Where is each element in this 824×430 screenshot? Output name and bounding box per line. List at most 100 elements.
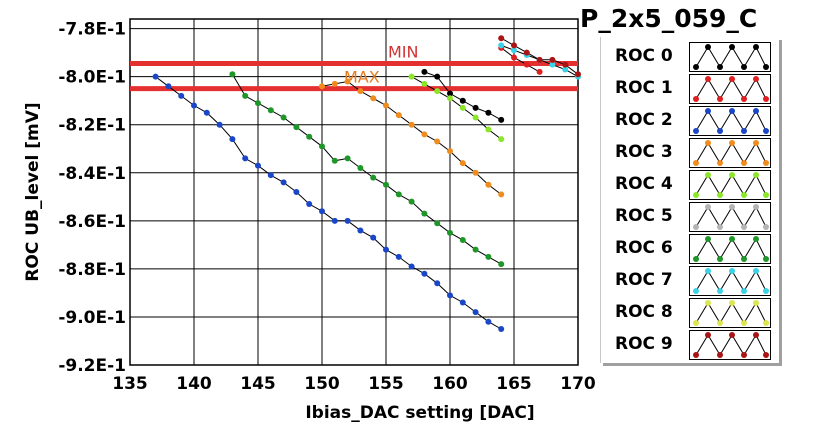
grid: [129, 19, 579, 366]
y-tick-label: -9.0E-1: [58, 308, 126, 328]
data-point: [536, 56, 543, 63]
reference-lines: MIN MAX: [130, 42, 578, 92]
legend-swatch-marker: [753, 108, 759, 114]
legend-swatch-marker: [693, 160, 699, 166]
data-point: [485, 126, 492, 133]
data-point: [331, 80, 338, 87]
legend-swatch-line: [695, 301, 767, 324]
data-point: [459, 299, 466, 306]
legend-label: ROC 4: [615, 174, 673, 194]
data-point: [319, 208, 325, 215]
legend-swatch-line: [695, 333, 767, 356]
data-point: [370, 234, 377, 241]
legend-swatch-marker: [741, 256, 747, 262]
x-tick-label: 135: [112, 374, 148, 394]
data-point: [549, 56, 556, 63]
data-point: [280, 179, 287, 186]
data-point: [498, 136, 505, 143]
legend-swatch-marker: [705, 140, 711, 146]
legend-swatch-marker: [693, 288, 699, 294]
data-point: [472, 104, 479, 111]
x-tick-label: 160: [432, 374, 468, 394]
legend-swatch-marker: [763, 160, 769, 166]
data-point: [472, 309, 479, 316]
series-roc-9: [498, 35, 581, 78]
data-point: [498, 35, 505, 42]
panel-title: P_2x5_059_C: [580, 4, 758, 33]
legend-swatch-marker: [741, 352, 747, 358]
data-point: [267, 107, 274, 114]
y-axis-ticks: -7.8E-1 -8.0E-1 -8.2E-1 -8.4E-1 -8.6E-1 -8.8E…: [58, 20, 126, 376]
series-roc-0: [421, 68, 505, 123]
legend-swatch-marker: [729, 172, 735, 178]
legend-swatch-marker: [763, 96, 769, 102]
legend-swatch-marker: [753, 332, 759, 338]
legend-swatch-marker: [717, 320, 723, 326]
legend-swatch-line: [695, 141, 767, 164]
data-point: [306, 133, 313, 140]
legend-swatch-marker: [693, 320, 699, 326]
data-point: [434, 280, 441, 287]
legend-swatch-marker: [717, 160, 723, 166]
legend-swatch-marker: [705, 108, 711, 114]
data-point: [498, 116, 505, 123]
legend-swatch-marker: [763, 320, 769, 326]
data-point: [319, 143, 325, 150]
data-point: [511, 54, 517, 61]
data-point: [280, 114, 287, 121]
legend-swatch-marker: [717, 128, 723, 134]
legend-swatch-marker: [705, 332, 711, 338]
data-point: [383, 181, 389, 188]
data-point: [421, 131, 428, 138]
data-point: [459, 104, 466, 111]
data-point: [344, 155, 351, 162]
legend-swatch-marker: [763, 128, 769, 134]
data-point: [549, 61, 556, 68]
data-point: [447, 292, 453, 299]
y-tick-label: -7.8E-1: [58, 20, 126, 40]
legend-swatch-marker: [763, 256, 769, 262]
data-point: [447, 148, 453, 155]
data-point: [178, 92, 185, 99]
x-tick-label: 145: [240, 374, 276, 394]
legend-swatch-marker: [753, 140, 759, 146]
data-point: [498, 325, 505, 332]
series-roc-3: [319, 78, 505, 198]
data-point: [408, 121, 415, 128]
legend-swatch-marker: [753, 76, 759, 82]
legend-swatch-marker: [729, 140, 735, 146]
data-point: [511, 42, 517, 49]
legend-swatch-marker: [729, 268, 735, 274]
legend-swatch-marker: [705, 204, 711, 210]
data-point: [165, 83, 172, 90]
x-tick-label: 170: [560, 374, 596, 394]
data-point: [421, 68, 428, 75]
legend-swatch-marker: [741, 96, 747, 102]
legend-swatch-marker: [693, 192, 699, 198]
legend-label: ROC 0: [615, 46, 673, 66]
data-point: [383, 246, 389, 253]
series-line: [500, 47, 540, 73]
legend-swatch-line: [695, 237, 767, 260]
data-point: [255, 100, 261, 107]
data-point: [255, 162, 261, 169]
legend-swatch-marker: [753, 172, 759, 178]
legend-swatch-marker: [753, 44, 759, 50]
legend-swatch-marker: [693, 96, 699, 102]
data-point: [523, 61, 530, 68]
y-tick-label: -8.2E-1: [58, 116, 126, 136]
legend-item: ROC 0: [601, 41, 779, 72]
data-point: [472, 169, 479, 176]
legend-item: ROC 5: [601, 201, 779, 232]
data-point: [434, 138, 441, 145]
legend-swatch-marker: [741, 288, 747, 294]
legend-swatch-marker: [729, 44, 735, 50]
legend-swatch-line: [695, 205, 767, 228]
data-point: [370, 95, 377, 102]
legend-label: ROC 3: [615, 142, 673, 162]
legend-item: ROC 9: [601, 329, 779, 360]
legend-swatch-marker: [729, 108, 735, 114]
legend-swatch-marker: [717, 352, 723, 358]
legend-swatch: [689, 106, 771, 136]
legend-label: ROC 8: [615, 302, 673, 322]
